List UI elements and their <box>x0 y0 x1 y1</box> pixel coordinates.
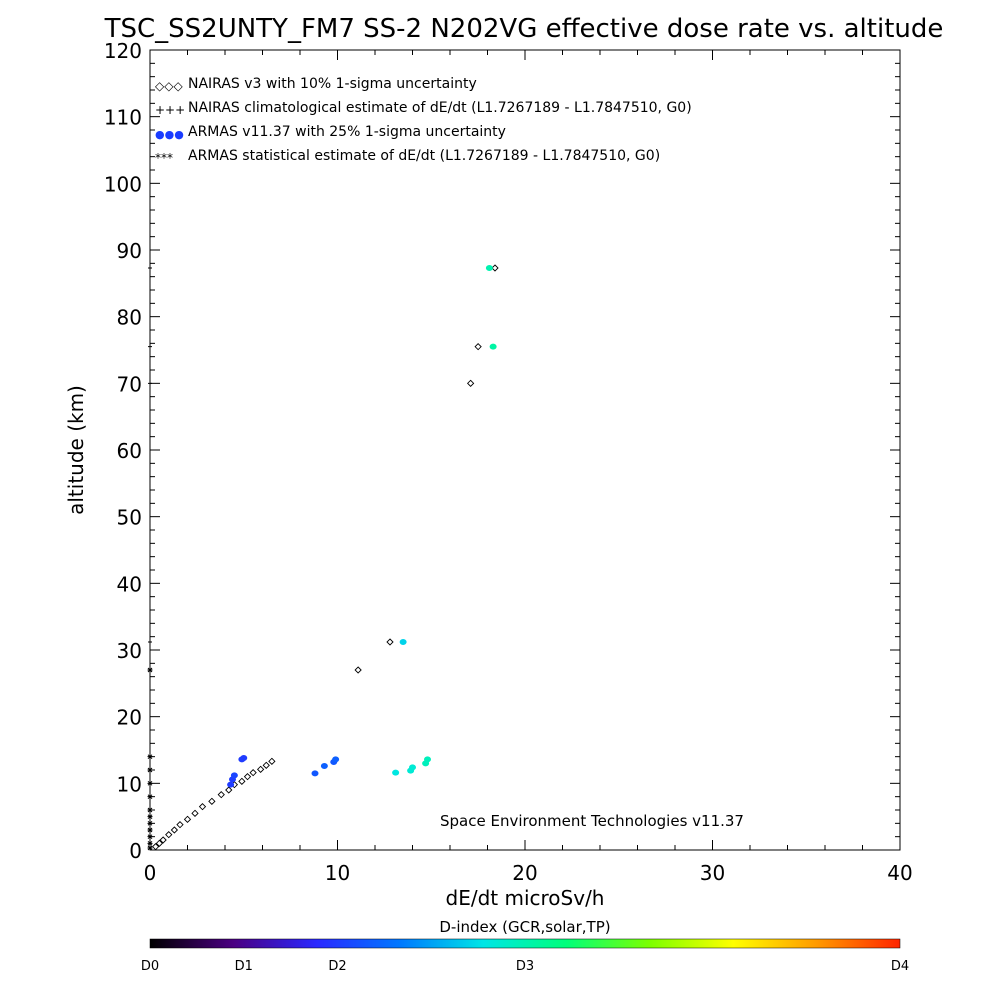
nairas-v3-point <box>268 757 276 765</box>
legend-marker: *** <box>155 151 173 165</box>
x-tick-label: 40 <box>887 861 912 885</box>
nairas-v3-point <box>165 831 173 839</box>
armas-statistical-point <box>147 780 153 786</box>
armas-point <box>230 772 238 779</box>
colorbar-tick-label: D1 <box>235 959 253 974</box>
colorbar: D-index (GCR,solar,TP) D0 D1 D2 D3 D4 <box>141 918 909 974</box>
credit-annotation: Space Environment Technologies v11.37 <box>440 812 744 830</box>
armas-point <box>489 343 497 350</box>
y-tick-label: 70 <box>117 372 142 396</box>
armas-statistical-point <box>147 807 153 813</box>
nairas-v3-point <box>191 809 199 817</box>
nairas-v3-point <box>491 264 499 272</box>
x-tick-label: 0 <box>144 861 157 885</box>
colorbar-tick-label: D0 <box>141 959 159 974</box>
y-tick-label: 110 <box>104 106 142 130</box>
nairas-v3-point <box>249 769 257 777</box>
y-tick-label: 20 <box>117 706 142 730</box>
y-tick-label: 50 <box>117 506 142 530</box>
nairas-v3-point <box>262 761 270 769</box>
nairas-v3-point <box>183 815 192 823</box>
nairas-v3-point <box>474 343 482 351</box>
nairas-v3-point <box>159 836 167 844</box>
colorbar-tick-label: D2 <box>328 959 346 974</box>
armas-statistical-point <box>147 840 153 846</box>
colorbar-gradient <box>149 938 901 949</box>
armas-point <box>311 770 319 777</box>
nairas-v3-point <box>243 773 252 781</box>
armas-statistical-point <box>147 834 153 840</box>
colorbar-title: D-index (GCR,solar,TP) <box>439 918 610 936</box>
armas-statistical-point <box>147 820 153 826</box>
armas-statistical-point <box>147 845 153 851</box>
x-axis: 0 10 20 30 40 <box>144 50 913 885</box>
armas-statistical-point <box>147 754 153 760</box>
legend-label: NAIRAS v3 with 10% 1-sigma uncertainty <box>188 76 477 92</box>
colorbar-tick-label: D3 <box>516 959 534 974</box>
colorbar-tick-label: D4 <box>891 959 909 974</box>
y-tick-label: 0 <box>129 839 142 863</box>
nairas-v3-point <box>198 803 207 811</box>
armas-point <box>485 265 493 271</box>
armas-point <box>424 756 431 763</box>
y-tick-label: 90 <box>117 239 142 263</box>
armas-statistical-point <box>147 794 153 800</box>
armas-point <box>332 756 340 763</box>
armas-point <box>320 763 328 769</box>
x-axis-label: dE/dt microSv/h <box>446 886 605 910</box>
nairas-v3-point <box>466 379 475 387</box>
legend-marker: ◇◇◇ <box>155 79 183 93</box>
armas-statistical-point <box>147 814 153 820</box>
armas-point <box>240 755 248 761</box>
nairas-v3-point <box>170 826 179 834</box>
plot-frame <box>149 49 901 851</box>
chart-title: TSC_SS2UNTY_FM7 SS-2 N202VG effective do… <box>104 14 944 44</box>
nairas-v3-point <box>217 791 225 799</box>
nairas-v3-point <box>238 777 246 785</box>
y-tick-label: 100 <box>104 172 142 196</box>
y-axis: 0 10 20 30 40 50 60 70 80 90 100 110 120 <box>104 39 900 863</box>
nairas-v3-point <box>151 843 160 851</box>
nairas-climatological-point <box>148 344 152 349</box>
nairas-v3-point <box>386 638 394 646</box>
nairas-v3-point <box>256 765 265 773</box>
armas-statistical-point <box>147 667 153 673</box>
armas-point <box>392 769 400 776</box>
data-points <box>147 264 499 851</box>
nairas-v3-point <box>208 797 216 805</box>
legend: ◇◇◇ NAIRAS v3 with 10% 1-sigma uncertaint… <box>155 76 692 165</box>
nairas-v3-point <box>176 821 184 829</box>
legend-label: NAIRAS climatological estimate of dE/dt … <box>188 100 692 116</box>
armas-point <box>227 781 235 788</box>
nairas-v3-point <box>225 786 233 794</box>
nairas-v3-point <box>155 839 164 847</box>
nairas-v3-point <box>354 666 362 674</box>
x-tick-label: 30 <box>700 861 725 885</box>
nairas-climatological-point <box>148 266 152 270</box>
y-axis-label: altitude (km) <box>64 385 88 515</box>
armas-statistical-point <box>147 767 153 773</box>
nairas-climatological-point <box>148 381 152 386</box>
y-tick-label: 120 <box>104 39 142 63</box>
legend-marker: ●●● <box>155 128 184 141</box>
legend-label: ARMAS statistical estimate of dE/dt (L1.… <box>188 148 660 164</box>
colorbar-ticks: D0 D1 D2 D3 D4 <box>141 959 909 974</box>
y-tick-label: 30 <box>117 639 142 663</box>
armas-point <box>409 764 416 771</box>
armas-point <box>399 639 407 645</box>
legend-label: ARMAS v11.37 with 25% 1-sigma uncertaint… <box>188 124 506 140</box>
plot-border <box>149 49 901 851</box>
nairas-climatological-point <box>148 640 152 644</box>
x-tick-label: 20 <box>512 861 537 885</box>
y-tick-label: 40 <box>117 572 142 596</box>
armas-statistical-point <box>147 827 153 833</box>
x-tick-label: 10 <box>325 861 350 885</box>
y-tick-label: 10 <box>117 772 142 796</box>
y-tick-label: 60 <box>117 439 142 463</box>
legend-marker: +++ <box>155 103 185 117</box>
y-tick-label: 80 <box>117 306 142 330</box>
